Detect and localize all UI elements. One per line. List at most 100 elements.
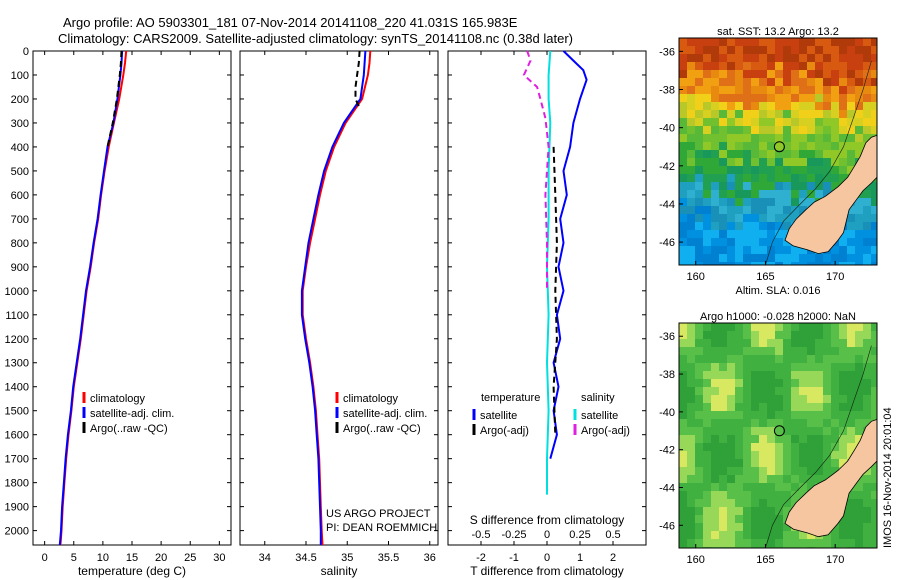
map-cell	[783, 507, 791, 515]
map-cell	[759, 427, 767, 435]
map-cell	[735, 78, 743, 86]
map-cell	[687, 142, 695, 150]
map-cell	[863, 126, 871, 134]
map-cell	[871, 70, 877, 78]
map-cell	[735, 395, 743, 403]
map-cell	[831, 531, 839, 539]
map-cell	[759, 507, 767, 515]
map-cell	[831, 38, 839, 46]
map-cell	[855, 214, 863, 222]
map-cell	[767, 539, 775, 547]
map-cell	[783, 158, 791, 166]
map-cell	[735, 118, 743, 126]
map-cell	[703, 395, 711, 403]
map-cell	[847, 523, 855, 531]
map-cell	[855, 54, 863, 62]
map-cell	[767, 331, 775, 339]
x-tick-label: 35	[341, 552, 353, 564]
map-cell	[727, 110, 735, 118]
y-tick-label: 1200	[5, 334, 29, 346]
map-cell	[823, 347, 831, 355]
map-cell	[871, 331, 877, 339]
x-tick-label: 36	[424, 552, 436, 564]
map-cell	[727, 523, 735, 531]
legend-label: satellite	[480, 410, 517, 422]
map-cell	[823, 86, 831, 94]
map-cell	[823, 102, 831, 110]
map-cell	[863, 190, 871, 198]
map-cell	[727, 46, 735, 54]
map-cell	[871, 539, 877, 547]
map-cell	[719, 198, 727, 206]
land-mass	[784, 418, 877, 538]
map-cell	[751, 238, 759, 246]
map-cell	[823, 363, 831, 371]
map-cell	[799, 491, 807, 499]
depth-contour	[765, 60, 872, 265]
map-cell	[751, 142, 759, 150]
map-cell	[831, 62, 839, 70]
map-cell	[847, 110, 855, 118]
map-cell	[855, 347, 863, 355]
map-cell	[775, 246, 783, 254]
map-cell	[847, 62, 855, 70]
map-cell	[831, 339, 839, 347]
map-cell	[847, 427, 855, 435]
map-cell	[743, 371, 751, 379]
map-cell	[815, 459, 823, 467]
map-cell	[727, 467, 735, 475]
map-cell	[719, 411, 727, 419]
map-cell	[775, 62, 783, 70]
map-cell	[847, 443, 855, 451]
map-cell	[687, 78, 695, 86]
map-cell	[799, 411, 807, 419]
map-cell	[759, 230, 767, 238]
map-cell	[775, 419, 783, 427]
map-cell	[839, 254, 847, 262]
map-cell	[743, 387, 751, 395]
map-cell	[767, 198, 775, 206]
map-cell	[847, 323, 855, 331]
map-cell	[687, 539, 695, 547]
map-cell	[767, 347, 775, 355]
map-cell	[711, 86, 719, 94]
map-cell	[799, 451, 807, 459]
panel-frame	[239, 50, 439, 546]
map-cell	[695, 443, 703, 451]
map-cell	[759, 435, 767, 443]
legend-label: satellite	[581, 410, 618, 422]
map-cell	[711, 515, 719, 523]
map-cell	[751, 246, 759, 254]
map-cell	[783, 46, 791, 54]
map-cell	[799, 102, 807, 110]
map-cell	[863, 323, 871, 331]
map-cell	[767, 174, 775, 182]
map-cell	[751, 166, 759, 174]
map-cell	[815, 134, 823, 142]
map-cell	[847, 206, 855, 214]
argo-float-marker	[773, 425, 785, 437]
depth-contour	[765, 345, 872, 548]
map-cell	[855, 110, 863, 118]
map-cell	[687, 198, 695, 206]
map-cell	[815, 403, 823, 411]
map-cell	[791, 403, 799, 411]
map-cell	[831, 395, 839, 403]
map-cell	[743, 254, 751, 262]
map-cell	[743, 142, 751, 150]
map-cell	[679, 222, 687, 230]
map-cell	[727, 435, 735, 443]
map-cell	[679, 246, 687, 254]
map-cell	[863, 198, 871, 206]
map-cell	[855, 150, 863, 158]
map-cell	[679, 150, 687, 158]
map-cell	[767, 86, 775, 94]
map-cell	[719, 403, 727, 411]
map-cell	[751, 78, 759, 86]
map-cell	[743, 110, 751, 118]
map-cell	[735, 507, 743, 515]
map-cell	[815, 150, 823, 158]
map-cell	[847, 126, 855, 134]
map-cell	[711, 134, 719, 142]
map-cell	[751, 483, 759, 491]
